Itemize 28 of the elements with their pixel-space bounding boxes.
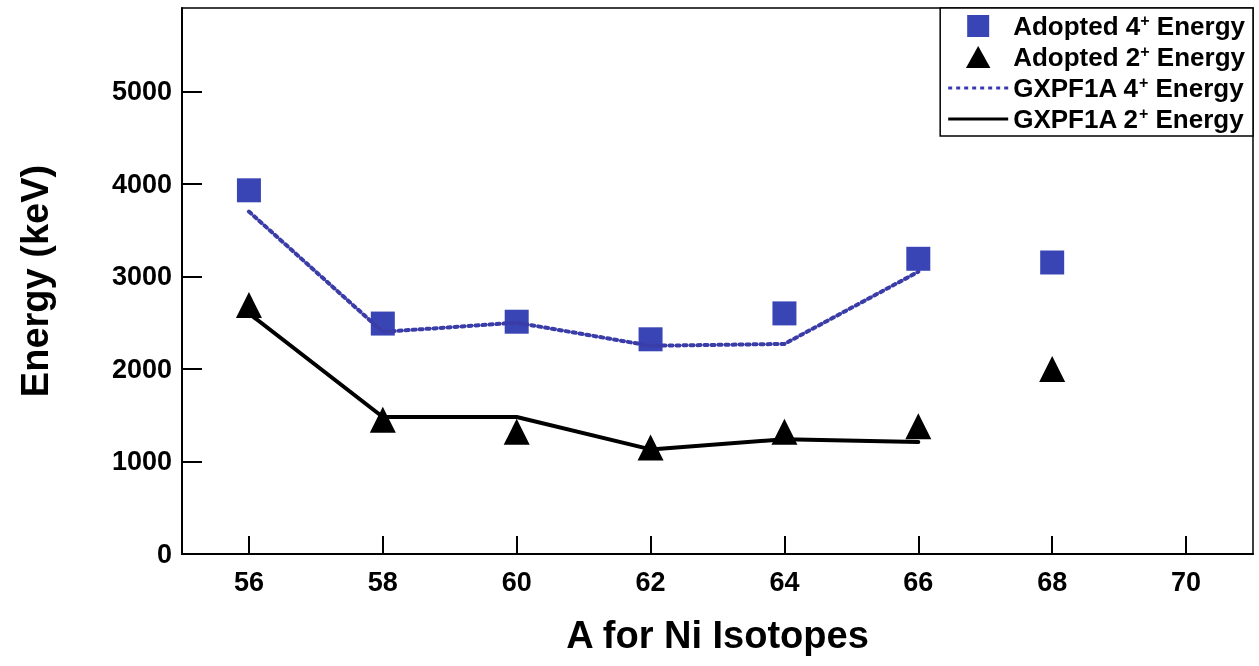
point — [905, 413, 932, 440]
x-tick-label: 66 — [903, 566, 934, 597]
y-tick-label: 5000 — [111, 76, 172, 107]
x-tick-label: 60 — [501, 566, 532, 597]
y-tick-label: 0 — [156, 539, 172, 569]
x-tick-label: 58 — [367, 566, 398, 597]
x-tick-label: 64 — [769, 566, 800, 597]
x-tick-label: 70 — [1171, 566, 1202, 597]
x-tick-label: 56 — [233, 566, 264, 597]
x-tick-label: 62 — [635, 566, 666, 597]
legend-label: Adopted 4+ Energy — [1013, 11, 1246, 41]
y-tick-label: 1000 — [111, 446, 172, 477]
point — [906, 246, 931, 271]
x-tick-label: 68 — [1037, 566, 1068, 597]
y-tick-label: 4000 — [111, 168, 172, 199]
point — [1039, 355, 1066, 382]
point — [772, 301, 797, 326]
point — [236, 178, 261, 203]
y-tick-label: 2000 — [111, 353, 172, 384]
point — [1040, 250, 1065, 275]
point — [503, 418, 530, 445]
x-axis-title: A for Ni Isotopes — [566, 614, 869, 656]
legend-label: GXPF1A 2+ Energy — [1013, 104, 1245, 134]
legend-label: GXPF1A 4+ Energy — [1013, 73, 1245, 103]
point — [369, 406, 396, 433]
y-tick-label: 3000 — [111, 261, 172, 292]
legend-label: Adopted 2+ Energy — [1013, 42, 1246, 72]
y-axis-title: Energy (keV) — [14, 164, 56, 398]
